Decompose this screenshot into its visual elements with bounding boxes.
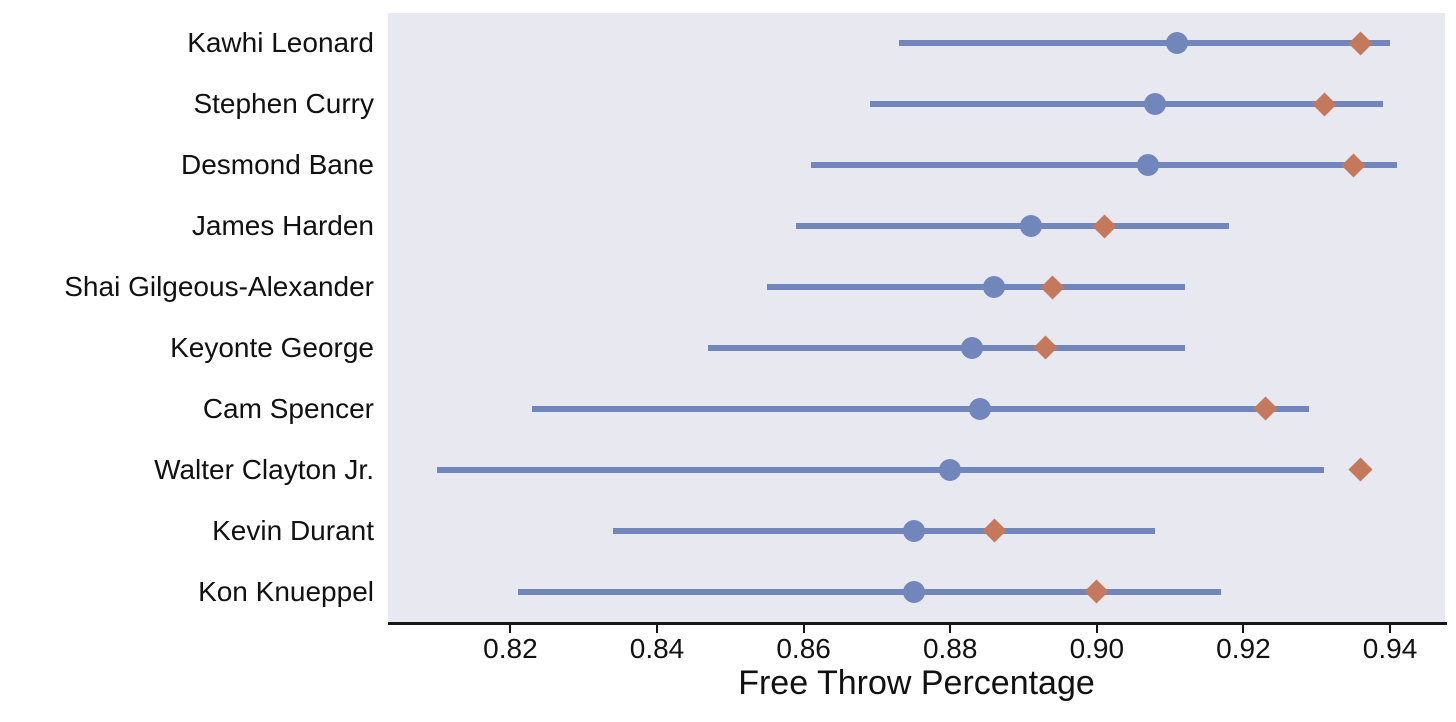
ci-interval-line <box>708 344 1185 351</box>
player-label: Keyonte George <box>170 331 374 363</box>
x-tick-label: 0.88 <box>922 633 978 664</box>
actual-diamond-marker <box>1253 396 1278 421</box>
x-axis-spine <box>388 622 1447 625</box>
estimate-circle-marker <box>939 458 962 481</box>
x-tick-mark <box>509 625 512 633</box>
estimate-circle-marker <box>983 276 1006 299</box>
player-label: Cam Spencer <box>202 392 374 424</box>
x-tick-label: 0.84 <box>629 633 685 664</box>
estimate-circle-marker <box>1137 154 1160 177</box>
x-tick-label: 0.82 <box>483 633 538 664</box>
ci-interval-line <box>810 162 1398 169</box>
actual-diamond-marker <box>1312 92 1337 117</box>
plot-area <box>388 13 1445 622</box>
ci-interval-line <box>517 588 1222 595</box>
x-axis-title: Free Throw Percentage <box>738 664 1095 702</box>
estimate-circle-marker <box>1019 215 1042 238</box>
actual-diamond-marker <box>1040 275 1065 300</box>
player-label: Kawhi Leonard <box>187 27 374 59</box>
estimate-circle-marker <box>902 580 925 603</box>
estimate-circle-marker <box>1166 32 1189 55</box>
x-tick-mark <box>1242 625 1245 633</box>
x-tick-mark <box>656 625 658 633</box>
x-tick-label: 0.94 <box>1362 633 1418 664</box>
x-tick-label: 0.86 <box>776 633 831 664</box>
actual-diamond-marker <box>1092 214 1117 239</box>
ci-interval-line <box>437 466 1325 473</box>
ci-interval-line <box>613 527 1156 534</box>
x-tick-label: 0.90 <box>1069 633 1125 664</box>
player-label: Stephen Curry <box>193 88 374 120</box>
player-label: Shai Gilgeous-Alexander <box>64 271 374 303</box>
actual-diamond-marker <box>1341 153 1366 178</box>
player-label: Kevin Durant <box>212 514 374 546</box>
actual-diamond-marker <box>1084 579 1109 604</box>
estimate-circle-marker <box>961 336 984 359</box>
actual-diamond-marker <box>1348 457 1373 482</box>
player-label: Walter Clayton Jr. <box>154 453 374 485</box>
estimate-circle-marker <box>1144 93 1167 116</box>
actual-diamond-marker <box>1033 335 1058 360</box>
ci-interval-line <box>766 284 1185 291</box>
x-tick-mark <box>802 625 805 633</box>
x-tick-mark <box>1389 625 1392 633</box>
ci-interval-line <box>796 223 1229 230</box>
x-tick-mark <box>1095 625 1098 633</box>
x-tick-mark <box>949 625 952 633</box>
player-label: Desmond Bane <box>180 149 374 181</box>
estimate-circle-marker <box>902 519 925 542</box>
estimate-circle-marker <box>968 397 991 420</box>
actual-diamond-marker <box>1348 31 1373 56</box>
x-tick-label: 0.92 <box>1216 633 1271 664</box>
ci-interval-line <box>532 405 1310 412</box>
actual-diamond-marker <box>982 518 1007 543</box>
ci-interval-line <box>898 40 1391 47</box>
player-label: Kon Knueppel <box>198 575 374 607</box>
player-label: James Harden <box>191 210 374 242</box>
ci-interval-line <box>869 101 1383 108</box>
